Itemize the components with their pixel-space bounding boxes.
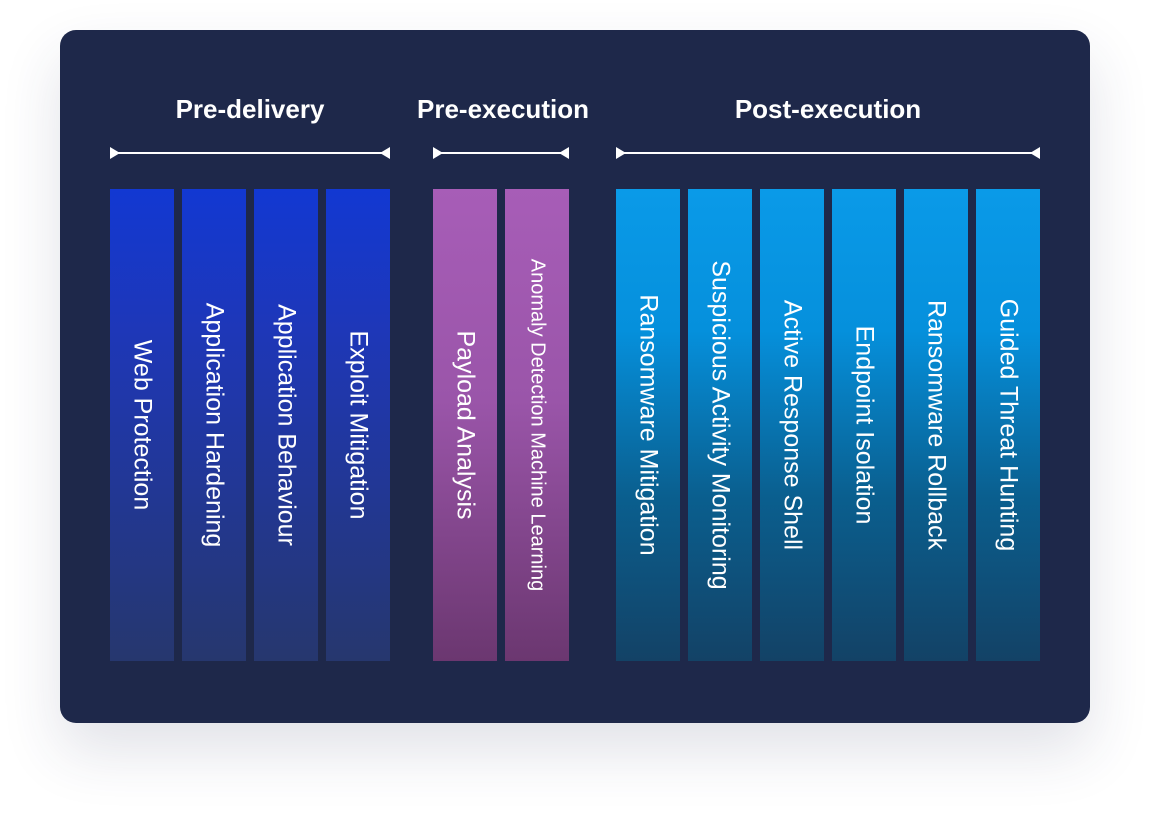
column-anomaly-detection-machine-learning: Anomaly Detection Machine Learning bbox=[505, 189, 569, 661]
column-application-hardening: Application Hardening bbox=[182, 189, 246, 661]
column-label: Suspicious Activity Monitoring bbox=[706, 260, 735, 590]
bracket-line bbox=[114, 152, 386, 154]
phase-title-post-execution: Post-execution bbox=[734, 94, 922, 124]
column-application-behaviour: Application Behaviour bbox=[254, 189, 318, 661]
column-guided-threat-hunting: Guided Threat Hunting bbox=[976, 189, 1040, 661]
column-ransomware-rollback: Ransomware Rollback bbox=[904, 189, 968, 661]
column-label: Active Response Shell bbox=[778, 299, 807, 551]
phase-title-pre-execution: Pre-execution bbox=[417, 94, 589, 124]
arrow-right-icon bbox=[380, 147, 390, 159]
bracket-line bbox=[437, 152, 565, 154]
column-label: Application Hardening bbox=[200, 302, 229, 548]
phase-title-pre-delivery: Pre-delivery bbox=[175, 94, 325, 124]
column-label: Application Behaviour bbox=[272, 304, 301, 546]
column-label: Endpoint Isolation bbox=[850, 325, 879, 525]
column-label: Guided Threat Hunting bbox=[994, 298, 1023, 552]
column-endpoint-isolation: Endpoint Isolation bbox=[832, 189, 896, 661]
column-ransomware-mitigation: Ransomware Mitigation bbox=[616, 189, 680, 661]
column-web-protection: Web Protection bbox=[110, 189, 174, 661]
column-active-response-shell: Active Response Shell bbox=[760, 189, 824, 661]
arrow-right-icon bbox=[1030, 147, 1040, 159]
column-label: Anomaly Detection Machine Learning bbox=[526, 258, 549, 592]
column-label: Exploit Mitigation bbox=[344, 330, 373, 520]
column-label: Web Protection bbox=[128, 339, 157, 511]
bracket-pre-delivery bbox=[110, 147, 390, 159]
bracket-line bbox=[620, 152, 1036, 154]
column-payload-analysis: Payload Analysis bbox=[433, 189, 497, 661]
bracket-post-execution bbox=[616, 147, 1040, 159]
bracket-pre-execution bbox=[433, 147, 569, 159]
column-label: Payload Analysis bbox=[451, 330, 480, 520]
arrow-right-icon bbox=[559, 147, 569, 159]
column-label: Ransomware Mitigation bbox=[634, 294, 663, 556]
column-suspicious-activity-monitoring: Suspicious Activity Monitoring bbox=[688, 189, 752, 661]
column-exploit-mitigation: Exploit Mitigation bbox=[326, 189, 390, 661]
column-label: Ransomware Rollback bbox=[922, 299, 951, 551]
